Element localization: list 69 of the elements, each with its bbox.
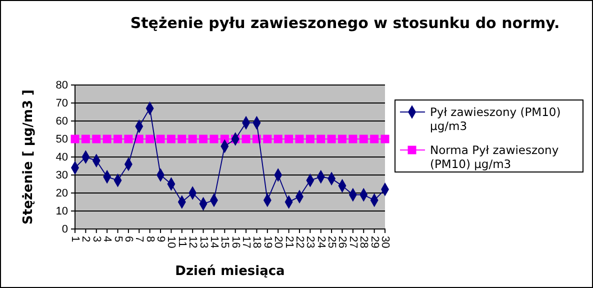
y-tick-label: 40 bbox=[56, 152, 68, 164]
x-tick-label: 20 bbox=[272, 236, 284, 248]
x-tick-label: 23 bbox=[304, 236, 316, 248]
point bbox=[92, 134, 101, 144]
point bbox=[81, 134, 90, 144]
x-tick-label: 24 bbox=[314, 236, 327, 248]
y-tick-label: 80 bbox=[56, 80, 68, 92]
x-tick-label: 2 bbox=[80, 236, 92, 242]
x-tick-label: 6 bbox=[122, 236, 134, 242]
x-tick-label: 15 bbox=[218, 236, 231, 248]
x-tick-label: 17 bbox=[240, 236, 252, 248]
point bbox=[124, 134, 133, 144]
point bbox=[70, 134, 80, 144]
x-axis-title: Dzień miesiąca bbox=[175, 264, 285, 279]
y-tick-label: 50 bbox=[56, 134, 68, 146]
point bbox=[114, 134, 122, 144]
point bbox=[146, 134, 154, 144]
x-tick-label: 27 bbox=[346, 236, 359, 248]
x-tick-label: 25 bbox=[326, 236, 338, 248]
y-tick-label: 0 bbox=[62, 224, 68, 236]
point bbox=[242, 134, 250, 144]
x-tick-label: 18 bbox=[250, 236, 263, 248]
x-tick-label: 26 bbox=[336, 236, 348, 248]
point bbox=[348, 134, 358, 144]
point bbox=[284, 134, 294, 144]
y-tick-label: 20 bbox=[56, 188, 68, 200]
x-tick-label: 22 bbox=[293, 236, 306, 248]
x-tick-label: 10 bbox=[165, 236, 178, 248]
point bbox=[166, 134, 176, 144]
x-tick-label: 1 bbox=[69, 236, 81, 242]
x-tick-label: 13 bbox=[197, 236, 210, 248]
x-tick-label: 21 bbox=[282, 236, 295, 248]
point bbox=[370, 134, 379, 144]
point bbox=[295, 134, 304, 144]
x-tick-label: 4 bbox=[101, 236, 114, 242]
x-tick-label: 3 bbox=[90, 236, 102, 242]
x-tick-label: 11 bbox=[176, 236, 188, 248]
x-tick-label: 16 bbox=[229, 236, 242, 248]
x-tick-label: 8 bbox=[144, 236, 156, 242]
y-tick-label: 70 bbox=[56, 98, 68, 110]
legend-label: Norma Pył zawieszony (PM10) µg/m3 bbox=[430, 143, 559, 171]
y-tick-label: 10 bbox=[56, 206, 68, 218]
x-tick-label: 28 bbox=[358, 236, 370, 248]
point bbox=[102, 134, 112, 144]
x-tick-label: 14 bbox=[208, 236, 220, 248]
point bbox=[359, 134, 368, 144]
y-axis-title: Stężenie [ µg/m3 ] bbox=[21, 90, 36, 224]
point bbox=[274, 134, 282, 144]
x-tick-label: 12 bbox=[186, 236, 199, 248]
point bbox=[210, 134, 218, 144]
point bbox=[178, 134, 186, 144]
point bbox=[199, 134, 208, 144]
legend-label: Pył zawieszony (PM10) µg/m3 bbox=[430, 105, 561, 133]
point bbox=[156, 134, 165, 144]
x-tick-label: 29 bbox=[368, 236, 380, 248]
y-tick-label: 60 bbox=[56, 116, 68, 128]
x-tick-label: 7 bbox=[133, 236, 146, 242]
point bbox=[338, 134, 346, 144]
point bbox=[327, 134, 336, 144]
point bbox=[316, 134, 326, 144]
x-tick-label: 5 bbox=[112, 236, 124, 242]
point bbox=[263, 134, 272, 144]
point bbox=[188, 134, 197, 144]
chart-title: Stężenie pyłu zawieszonego w stosunku do normy. bbox=[130, 14, 560, 32]
y-tick-label: 30 bbox=[56, 170, 68, 182]
x-tick-label: 9 bbox=[154, 236, 167, 242]
x-tick-label: 19 bbox=[261, 236, 274, 248]
x-tick-label: 30 bbox=[379, 236, 391, 248]
point bbox=[306, 134, 314, 144]
